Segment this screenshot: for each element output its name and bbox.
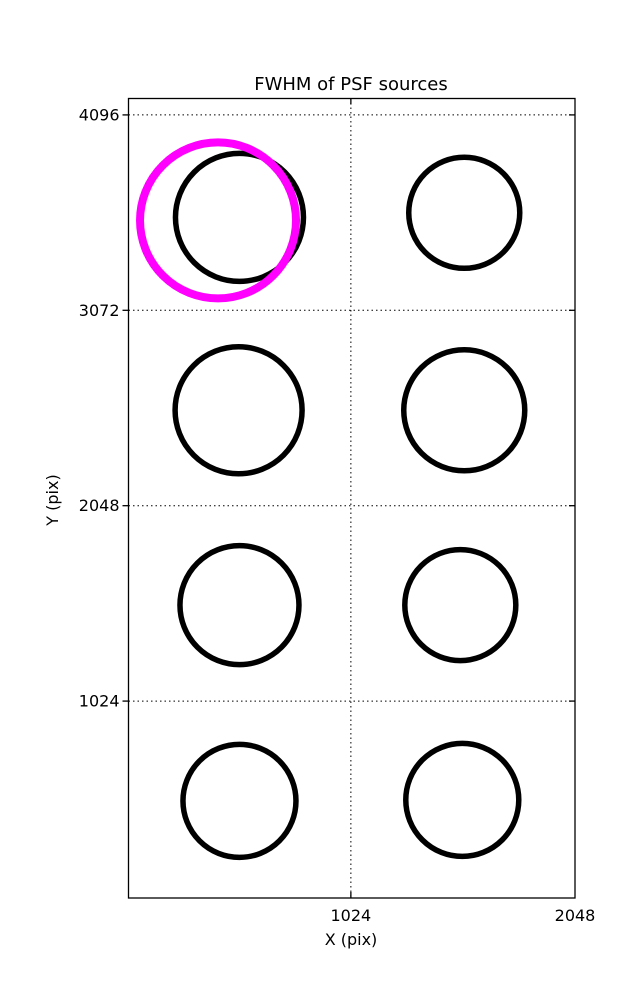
source-circle: [401, 347, 528, 474]
x-tick-label: 2048: [555, 906, 596, 925]
y-tick-label: 2048: [79, 496, 120, 515]
source-markers: [136, 138, 528, 861]
y-tick-label: 3072: [79, 301, 120, 320]
x-tick-label: 1024: [331, 906, 372, 925]
tick-labels: 4096 3072 2048 1024 1024 2048: [79, 105, 596, 925]
y-tick-label: 1024: [79, 692, 120, 711]
x-axis-label: X (pix): [325, 930, 378, 949]
source-circle: [402, 546, 519, 664]
source-circle: [406, 154, 523, 272]
highlight-circle: [136, 138, 301, 303]
chart-title: FWHM of PSF sources: [254, 74, 448, 95]
source-circle: [177, 542, 302, 668]
plot-border: [127, 97, 576, 899]
y-axis-label: Y (pix): [43, 474, 62, 526]
tick-marks: [122, 98, 575, 898]
y-tick-label: 4096: [79, 105, 120, 124]
source-circle: [180, 741, 299, 861]
source-circle: [403, 740, 522, 860]
source-circle: [172, 344, 305, 477]
gridlines: [128, 98, 575, 898]
axes-spines: [127, 97, 576, 899]
source-circle: [172, 150, 307, 285]
